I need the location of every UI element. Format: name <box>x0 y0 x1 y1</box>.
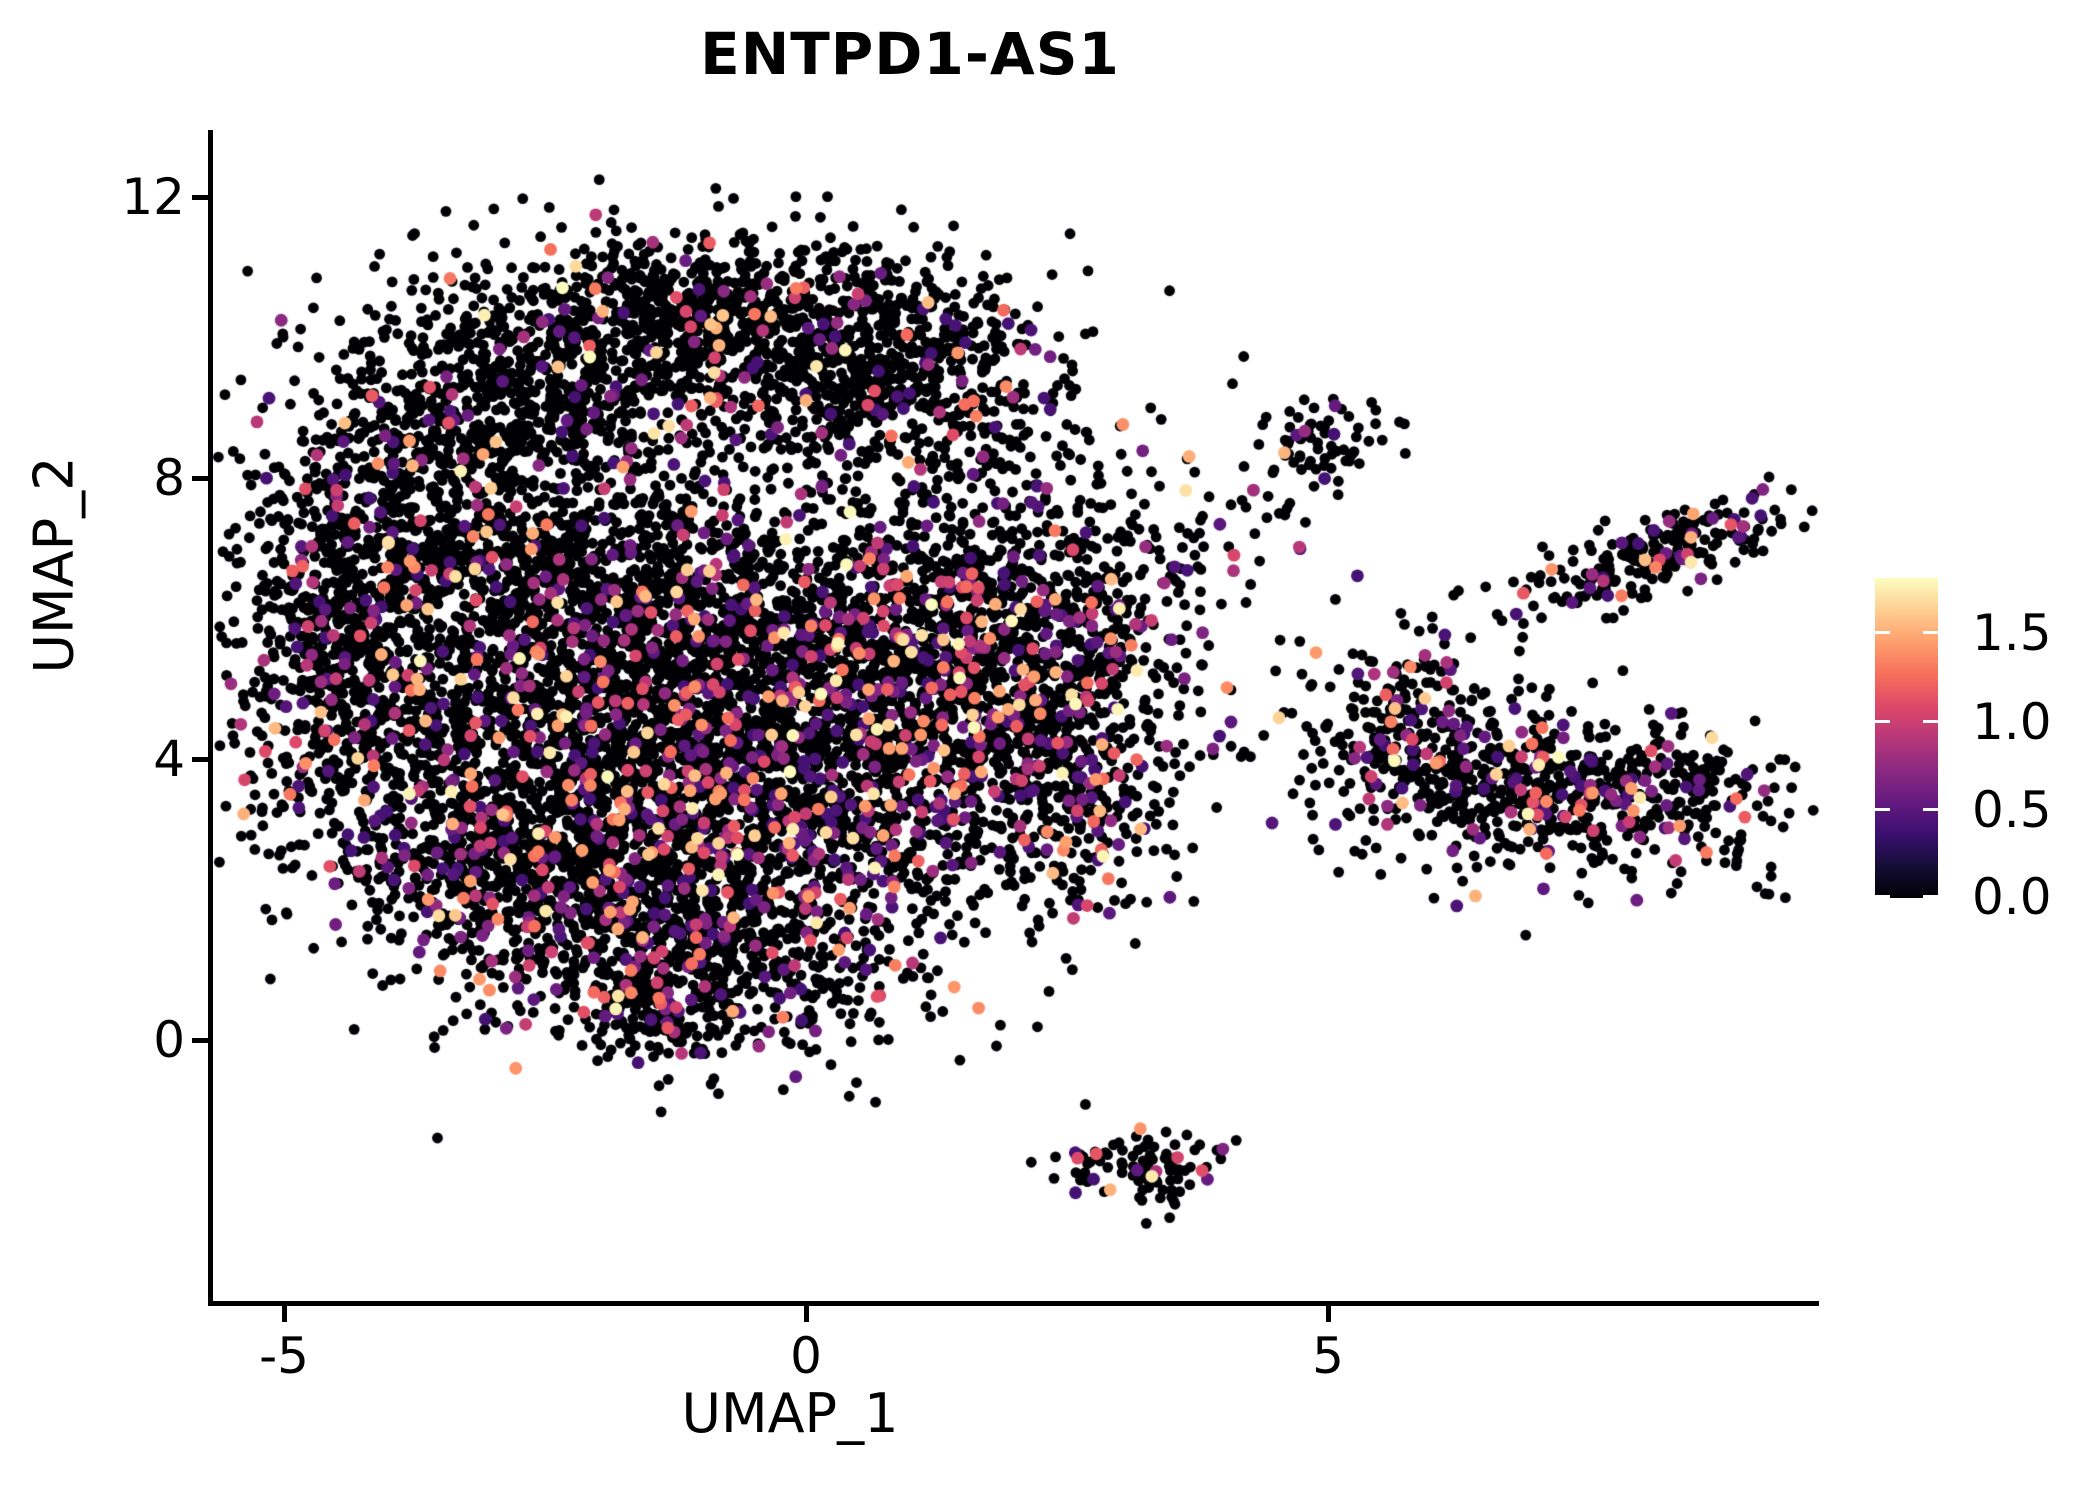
colorbar-tick-mark <box>1923 719 1938 723</box>
y-tick-mark <box>192 194 208 200</box>
x-tick-label: -5 <box>259 1327 309 1385</box>
y-tick-mark <box>192 1037 208 1043</box>
x-tick-label: 5 <box>1312 1327 1344 1385</box>
x-axis-spine <box>208 1301 1819 1306</box>
x-tick-mark <box>281 1306 287 1322</box>
x-tick-mark <box>803 1306 809 1322</box>
colorbar-tick-mark <box>1923 808 1938 812</box>
colorbar-tick-label: 1.0 <box>1972 692 2052 751</box>
x-tick-mark <box>1325 1306 1331 1322</box>
y-axis-spine <box>208 130 213 1306</box>
y-tick-mark <box>192 756 208 762</box>
y-tick-mark <box>192 475 208 481</box>
colorbar-tick-mark <box>1875 631 1890 635</box>
colorbar-tick-mark <box>1875 719 1890 723</box>
colorbar <box>1875 578 1938 898</box>
colorbar-tick-label: 0.0 <box>1972 868 2052 926</box>
colorbar-tick-label: 0.5 <box>1972 781 2052 840</box>
colorbar-tick-mark <box>1923 631 1938 635</box>
x-tick-label: 0 <box>790 1327 822 1385</box>
y-axis-label: UMAP_2 <box>22 456 86 674</box>
x-axis-label: UMAP_1 <box>681 1382 899 1445</box>
plot-title: ENTPD1-AS1 <box>700 20 1120 88</box>
y-tick-label: 0 <box>153 1011 185 1069</box>
colorbar-tick-label: 1.5 <box>1972 604 2052 663</box>
colorbar-tick-mark <box>1875 895 1890 898</box>
y-tick-label: 8 <box>153 449 185 507</box>
colorbar-gradient <box>1875 578 1938 898</box>
colorbar-tick-mark <box>1923 895 1938 898</box>
y-tick-label: 12 <box>121 168 185 226</box>
y-tick-label: 4 <box>153 730 185 788</box>
colorbar-tick-mark <box>1875 808 1890 812</box>
